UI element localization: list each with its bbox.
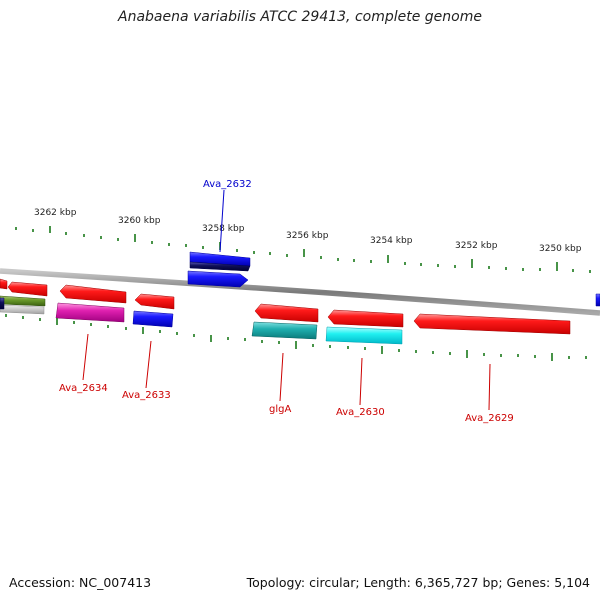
gene-label-ava2629[interactable]: Ava_2629: [465, 413, 514, 424]
gene-arrow-red[interactable]: [7, 281, 48, 297]
gene-arrow-dark[interactable]: [189, 261, 251, 272]
accession-text: Accession: NC_007413: [9, 575, 152, 590]
gene-arrow-olive[interactable]: [0, 295, 46, 307]
gene-label-ava2634[interactable]: Ava_2634: [59, 383, 108, 394]
gene-arrow-right-edge[interactable]: [595, 293, 600, 307]
scale-label: 3254 kbp: [370, 236, 413, 246]
inner-major-ticks: [56, 318, 553, 361]
gene-arrow-red[interactable]: [134, 293, 175, 310]
gene-label-ava2630[interactable]: Ava_2630: [336, 407, 385, 418]
genome-summary: Topology: circular; Length: 6,365,727 bp…: [246, 575, 590, 590]
gene-arrow-red[interactable]: [59, 284, 127, 304]
gene-label-glga[interactable]: glgA: [269, 404, 291, 415]
forward-strand-genes: [0, 278, 600, 345]
gene-arrow-gray[interactable]: [0, 304, 45, 315]
leader-line: [219, 189, 225, 253]
gene-arrow-red[interactable]: [254, 303, 319, 323]
label-leaders: [82, 189, 491, 411]
gene-arrow-left-edge[interactable]: [0, 278, 8, 290]
genome-backbone: [0, 268, 600, 316]
gene-arrow-navy-edge[interactable]: [0, 297, 5, 310]
gene-arrow-glga[interactable]: [251, 321, 318, 340]
gene-label-ava2633[interactable]: Ava_2633: [122, 390, 171, 401]
outer-minor-ticks: [15, 227, 591, 273]
leader-line: [279, 352, 284, 402]
leader-line: [488, 363, 491, 411]
leader-line: [82, 333, 89, 381]
reverse-strand-genes: [187, 251, 251, 288]
scale-label: 3250 kbp: [539, 244, 582, 254]
gene-arrow-blue[interactable]: [187, 270, 249, 288]
gene-arrow-ava2629[interactable]: [413, 313, 571, 335]
gene-arrow-ava2630[interactable]: [325, 326, 403, 345]
scale-labels: 3262 kbp 3260 kbp 3258 kbp 3256 kbp 3254…: [34, 208, 582, 254]
gene-arrow-red[interactable]: [327, 309, 404, 328]
leader-line: [359, 357, 363, 406]
scale-label: 3256 kbp: [286, 231, 329, 241]
gene-labels: Ava_2632 Ava_2634 Ava_2633 glgA Ava_2630…: [59, 179, 514, 424]
gene-arrow-blue[interactable]: [132, 310, 174, 328]
inner-tick-track: [5, 314, 587, 361]
genome-title: Anabaena variabilis ATCC 29413, complete…: [118, 9, 482, 25]
scale-label: 3252 kbp: [455, 241, 498, 251]
outer-tick-track: 3262 kbp 3260 kbp 3258 kbp 3256 kbp 3254…: [15, 208, 591, 273]
gene-label-ava2632[interactable]: Ava_2632: [203, 179, 252, 190]
gene-arrow-magenta[interactable]: [55, 302, 125, 323]
leader-line: [145, 340, 152, 389]
inner-minor-ticks: [5, 314, 587, 359]
scale-label: 3258 kbp: [202, 224, 245, 234]
scale-label: 3262 kbp: [34, 208, 77, 218]
scale-label: 3260 kbp: [118, 216, 161, 226]
